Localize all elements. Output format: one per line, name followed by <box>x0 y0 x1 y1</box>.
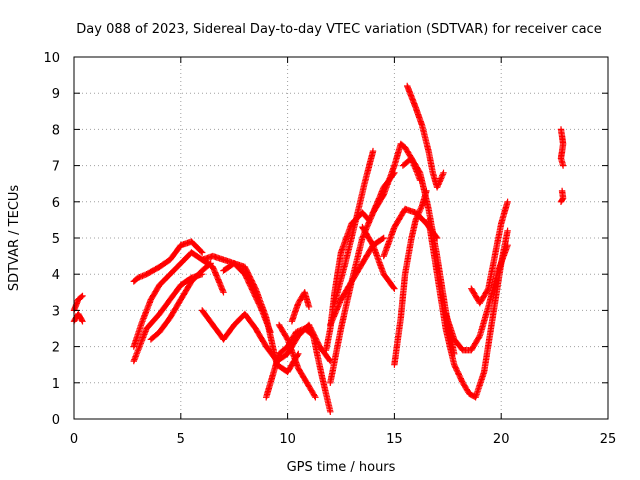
x-tick-label: 5 <box>177 432 185 447</box>
y-tick-label: 7 <box>52 160 60 175</box>
data-point-markers <box>557 126 567 169</box>
x-tick-label: 15 <box>386 432 403 447</box>
data-point-markers <box>442 242 511 354</box>
y-tick-label: 4 <box>52 268 60 283</box>
x-axis-label: GPS time / hours <box>287 460 396 475</box>
y-tick-label: 1 <box>52 377 60 392</box>
y-tick-label: 3 <box>52 304 60 319</box>
data-point-markers <box>130 238 206 285</box>
y-tick-label: 9 <box>52 87 60 102</box>
y-tick-label: 0 <box>52 413 60 428</box>
series-trace-x <box>442 242 511 354</box>
chart-title: Day 088 of 2023, Sidereal Day-to-day VTE… <box>76 22 601 37</box>
data-point-markers <box>468 198 511 307</box>
y-tick-label: 6 <box>52 196 60 211</box>
data-point-markers <box>369 140 424 216</box>
series-trace-z <box>557 126 567 169</box>
series-trace-o <box>331 147 377 307</box>
series-trace-y <box>468 198 511 307</box>
x-tick-label: 10 <box>279 432 296 447</box>
series-trace-c <box>130 238 206 285</box>
y-tick-label: 5 <box>52 232 60 247</box>
data-point-markers <box>331 147 377 307</box>
x-tick-label: 20 <box>493 432 510 447</box>
data-point-markers <box>70 310 86 325</box>
series-trace-k <box>275 321 319 401</box>
data-point-markers <box>404 82 447 191</box>
data-point-markers <box>391 187 430 368</box>
data-point-markers <box>557 187 567 205</box>
data-point-markers <box>147 260 214 343</box>
series-trace-l <box>288 289 313 325</box>
y-axis-label: SDTVAR / TECUs <box>7 185 22 292</box>
axis-ticks: 0 5 10 15 20 25 0 1 2 3 4 5 6 7 8 9 10 <box>43 51 616 447</box>
data-point-markers <box>288 289 313 325</box>
y-tick-label: 8 <box>52 123 60 138</box>
series-trace-u <box>404 82 447 191</box>
series-trace-r <box>369 140 424 216</box>
y-tick-label: 10 <box>43 51 60 66</box>
series-trace-t <box>391 187 430 368</box>
series-trace-b <box>70 310 86 325</box>
grid <box>74 57 608 419</box>
data-point-markers <box>220 260 302 376</box>
series-trace-q <box>359 223 398 292</box>
data-point-markers <box>275 321 319 401</box>
y-tick-label: 2 <box>52 341 60 356</box>
x-tick-label: 25 <box>600 432 617 447</box>
series-trace-i <box>220 260 302 376</box>
data-point-markers <box>359 223 398 292</box>
series-trace-aa <box>557 187 567 205</box>
data-marks <box>70 82 567 415</box>
x-tick-label: 0 <box>70 432 78 447</box>
series-trace-f <box>147 260 214 343</box>
